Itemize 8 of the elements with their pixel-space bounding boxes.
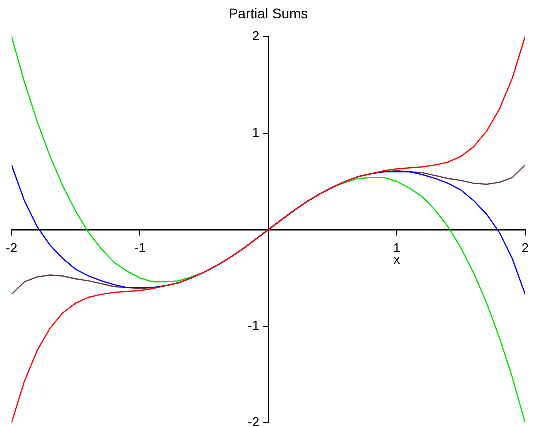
chart-title: Partial Sums [228,5,308,22]
y-tick-label: 1 [252,124,260,140]
x-tick-label: -2 [6,240,18,256]
y-tick-label: 2 [252,28,260,44]
x-tick-label: -1 [134,240,146,256]
x-tick-label: 2 [522,240,529,256]
y-tick-label: -1 [248,318,260,334]
y-tick-label: -2 [248,414,260,427]
